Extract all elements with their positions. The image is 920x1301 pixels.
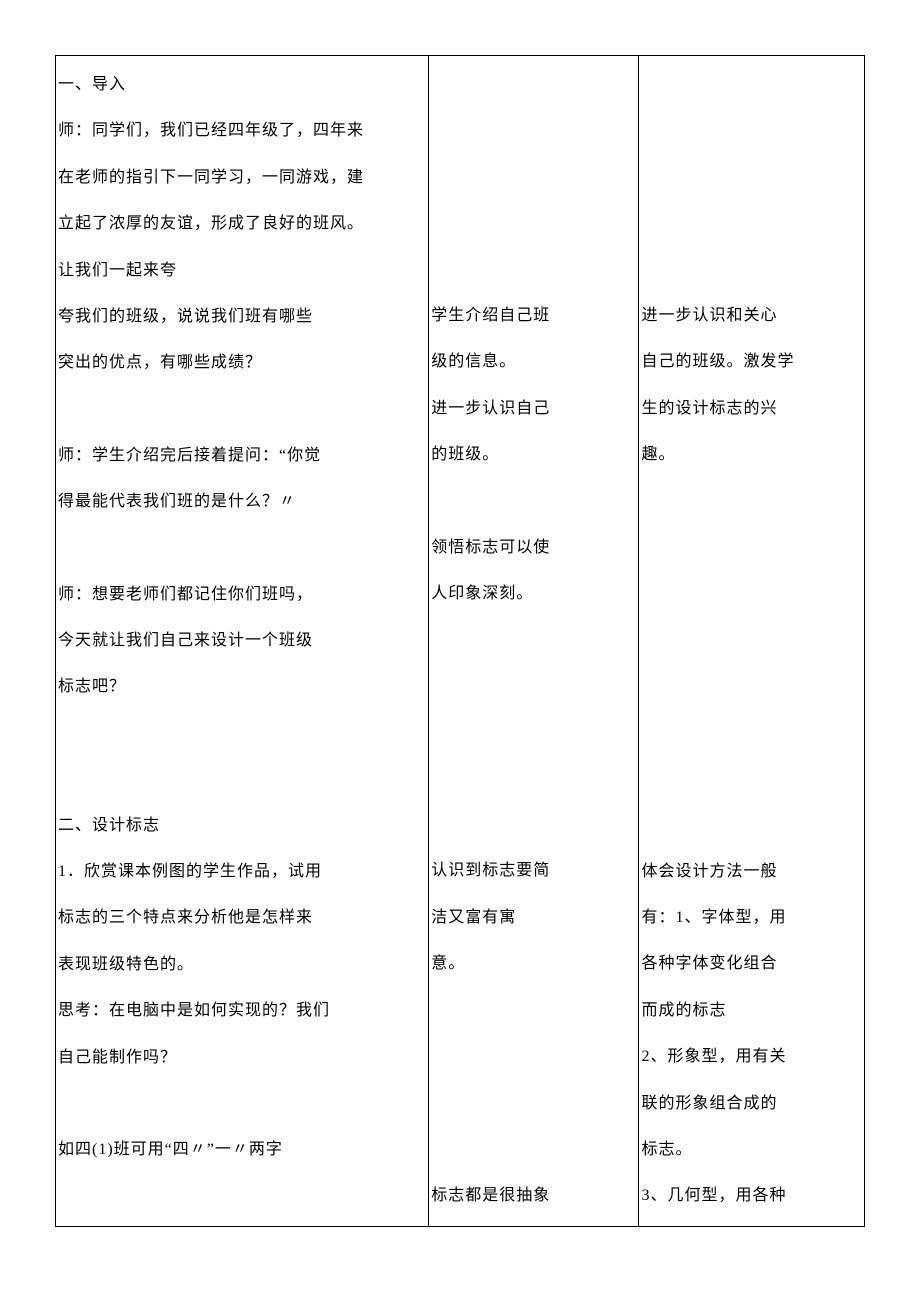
text-line: 2、形象型，用有关: [641, 1034, 862, 1080]
text-line: 进一步认识自己: [431, 386, 636, 432]
text-line: 一、导入: [58, 62, 426, 108]
text-line: 思考：在电脑中是如何实现的？我们: [58, 988, 426, 1034]
text-line: 有：1、字体型，用: [641, 895, 862, 941]
text-line: 在老师的指引下一同学习，一同游戏，建: [58, 155, 426, 201]
text-line: 如四(1)班可用“四〃”一〃两字: [58, 1127, 426, 1173]
blank-space: [641, 62, 862, 293]
lesson-plan-table: 一、导入 师：同学们，我们已经四年级了，四年来 在老师的指引下一同学习，一同游戏…: [55, 55, 865, 1227]
text-line: 领悟标志可以使: [431, 525, 636, 571]
blank-space: [58, 711, 426, 803]
text-line: 标志都是很抽象: [431, 1173, 636, 1219]
text-line: 标志吧？: [58, 664, 426, 710]
text-line: 得最能代表我们班的是什么？〃: [58, 479, 426, 525]
text-line: 突出的优点，有哪些成绩？: [58, 340, 426, 386]
blank-space: [641, 479, 862, 849]
blank-space: [431, 988, 636, 1173]
table-row: 一、导入 师：同学们，我们已经四年级了，四年来 在老师的指引下一同学习，一同游戏…: [56, 56, 865, 1227]
page: 一、导入 师：同学们，我们已经四年级了，四年来 在老师的指引下一同学习，一同游戏…: [0, 0, 920, 1301]
cell-content: 进一步认识和关心 自己的班级。激发学 生的设计标志的兴 趣。 体会设计方法一般 …: [639, 56, 864, 1226]
text-line: 趣。: [641, 432, 862, 478]
text-line: 联的形象组合成的: [641, 1081, 862, 1127]
blank-space: [431, 62, 636, 293]
text-line: 各种字体变化组合: [641, 941, 862, 987]
teacher-activity-cell: 一、导入 师：同学们，我们已经四年级了，四年来 在老师的指引下一同学习，一同游戏…: [56, 56, 429, 1227]
text-line: 1．欣赏课本例图的学生作品，试用: [58, 849, 426, 895]
text-line: 标志的三个特点来分析他是怎样来: [58, 895, 426, 941]
text-line: 立起了浓厚的友谊，形成了良好的班风。: [58, 201, 426, 247]
text-line: 自己能制作吗？: [58, 1035, 426, 1081]
text-line: 认识到标志要简: [431, 848, 636, 894]
cell-content: 学生介绍自己班 级的信息。 进一步认识自己 的班级。 领悟标志可以使 人印象深刻…: [429, 56, 638, 1225]
text-line: 师：同学们，我们已经四年级了，四年来: [58, 108, 426, 154]
text-line: 而成的标志: [641, 988, 862, 1034]
student-activity-cell: 学生介绍自己班 级的信息。 进一步认识自己 的班级。 领悟标志可以使 人印象深刻…: [429, 56, 639, 1227]
text-line: 体会设计方法一般: [641, 849, 862, 895]
text-line: 3、几何型，用各种: [641, 1173, 862, 1219]
cell-content: 一、导入 师：同学们，我们已经四年级了，四年来 在老师的指引下一同学习，一同游戏…: [56, 56, 428, 1179]
text-line: 级的信息。: [431, 339, 636, 385]
text-line: 表现班级特色的。: [58, 942, 426, 988]
text-line: 师：想要老师们都记住你们班吗，: [58, 572, 426, 618]
text-line: 的班级。: [431, 432, 636, 478]
blank-space: [58, 526, 426, 572]
text-line: 进一步认识和关心: [641, 293, 862, 339]
text-line: 标志。: [641, 1127, 862, 1173]
blank-space: [58, 1081, 426, 1127]
text-line: 让我们一起来夸: [58, 248, 426, 294]
text-line: 二、设计标志: [58, 803, 426, 849]
text-line: 生的设计标志的兴: [641, 386, 862, 432]
text-line: 今天就让我们自己来设计一个班级: [58, 618, 426, 664]
text-line: 学生介绍自己班: [431, 293, 636, 339]
text-line: 自己的班级。激发学: [641, 339, 862, 385]
text-line: 洁又富有寓: [431, 895, 636, 941]
text-line: 意。: [431, 941, 636, 987]
text-line: 人印象深刻。: [431, 571, 636, 617]
blank-space: [431, 617, 636, 848]
blank-space: [58, 387, 426, 433]
text-line: 夸我们的班级，说说我们班有哪些: [58, 294, 426, 340]
text-line: 师：学生介绍完后接着提问：“你觉: [58, 433, 426, 479]
design-intent-cell: 进一步认识和关心 自己的班级。激发学 生的设计标志的兴 趣。 体会设计方法一般 …: [639, 56, 865, 1227]
blank-space: [431, 479, 636, 525]
